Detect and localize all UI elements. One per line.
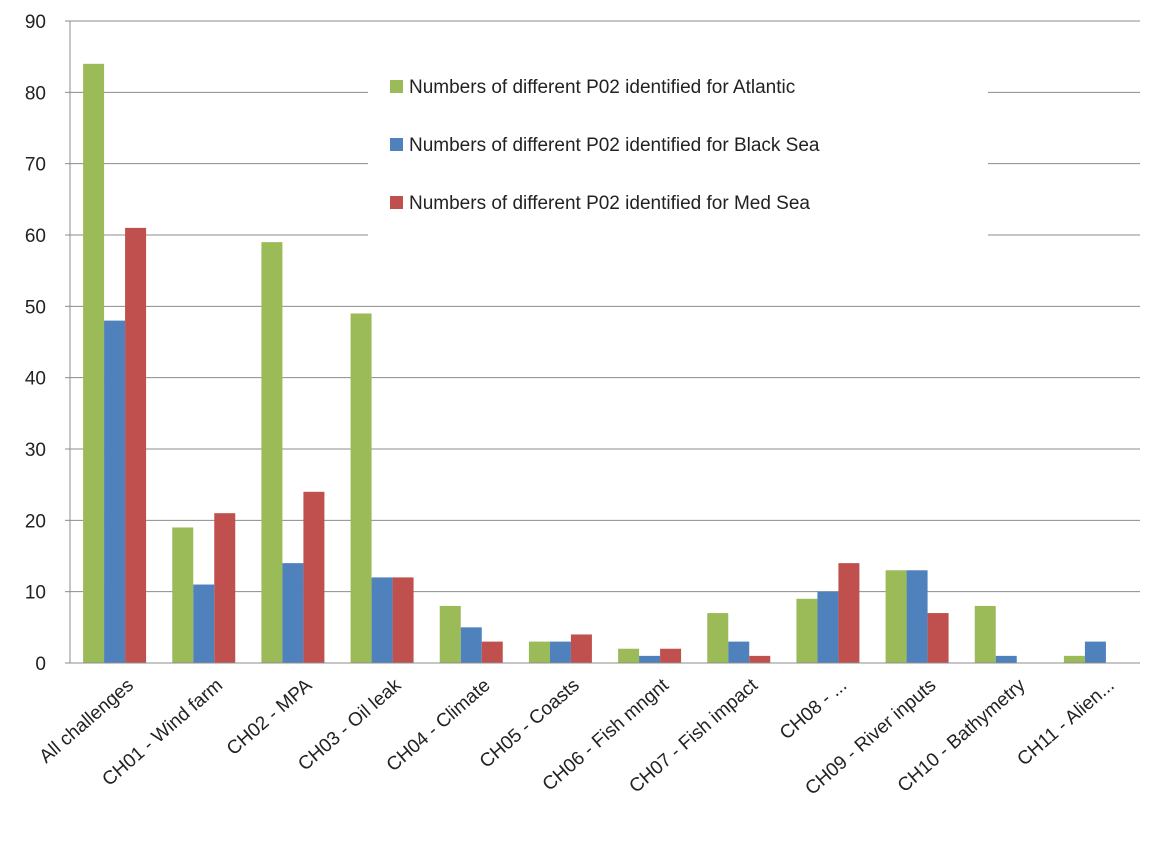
bar xyxy=(796,598,818,663)
bar xyxy=(481,641,503,663)
y-tick-label: 50 xyxy=(25,297,46,318)
bar xyxy=(282,563,304,663)
bar xyxy=(570,634,592,663)
bar xyxy=(460,627,482,663)
x-category-label: CH08 - ... xyxy=(776,675,851,744)
bar xyxy=(817,591,839,663)
y-tick-label: 40 xyxy=(25,369,46,390)
bar xyxy=(125,227,147,663)
bar xyxy=(1063,655,1085,663)
y-tick-label: 90 xyxy=(25,12,46,33)
y-tick-label: 60 xyxy=(25,226,46,247)
bar xyxy=(660,648,682,663)
legend-swatch xyxy=(390,138,403,151)
legend-background xyxy=(368,58,988,242)
axes xyxy=(65,20,1140,664)
bar xyxy=(639,655,661,663)
y-tick-label: 70 xyxy=(25,155,46,176)
legend-label: Numbers of different P02 identified for … xyxy=(409,193,810,214)
bar xyxy=(261,242,283,663)
bar xyxy=(528,641,550,663)
y-tick-label: 80 xyxy=(25,83,46,104)
legend-swatch xyxy=(390,80,403,93)
bar xyxy=(549,641,571,663)
y-tick-label: 30 xyxy=(25,440,46,461)
legend-label: Numbers of different P02 identified for … xyxy=(409,135,820,156)
bar xyxy=(303,491,325,663)
bar xyxy=(83,63,105,664)
bar xyxy=(392,577,414,663)
y-tick-label: 10 xyxy=(25,583,46,604)
bar xyxy=(1084,641,1106,663)
bar xyxy=(749,655,771,663)
bar xyxy=(838,563,860,663)
bar xyxy=(439,605,461,663)
y-tick-label: 20 xyxy=(25,511,46,532)
bar xyxy=(193,584,215,663)
x-category-label: CH11 - Alien... xyxy=(1014,675,1119,770)
bar xyxy=(974,605,996,663)
bar xyxy=(371,577,393,663)
legend-label: Numbers of different P02 identified for … xyxy=(409,77,795,98)
bar xyxy=(350,313,372,663)
bar xyxy=(927,613,949,663)
bar xyxy=(906,570,928,663)
legend: Numbers of different P02 identified for … xyxy=(368,58,988,242)
bars xyxy=(83,63,1106,664)
y-tick-label: 0 xyxy=(35,654,46,675)
bar xyxy=(707,613,729,663)
bar xyxy=(618,648,640,663)
y-axis-tick-labels: 0 10 20 30 40 50 60 70 80 90 xyxy=(25,12,46,675)
bar xyxy=(214,513,236,663)
bar xyxy=(104,320,126,663)
bar xyxy=(172,527,194,663)
bar xyxy=(728,641,750,663)
bar xyxy=(885,570,907,663)
legend-swatch xyxy=(390,196,403,209)
x-category-label: CH02 - MPA xyxy=(223,675,316,760)
bar xyxy=(995,655,1017,663)
